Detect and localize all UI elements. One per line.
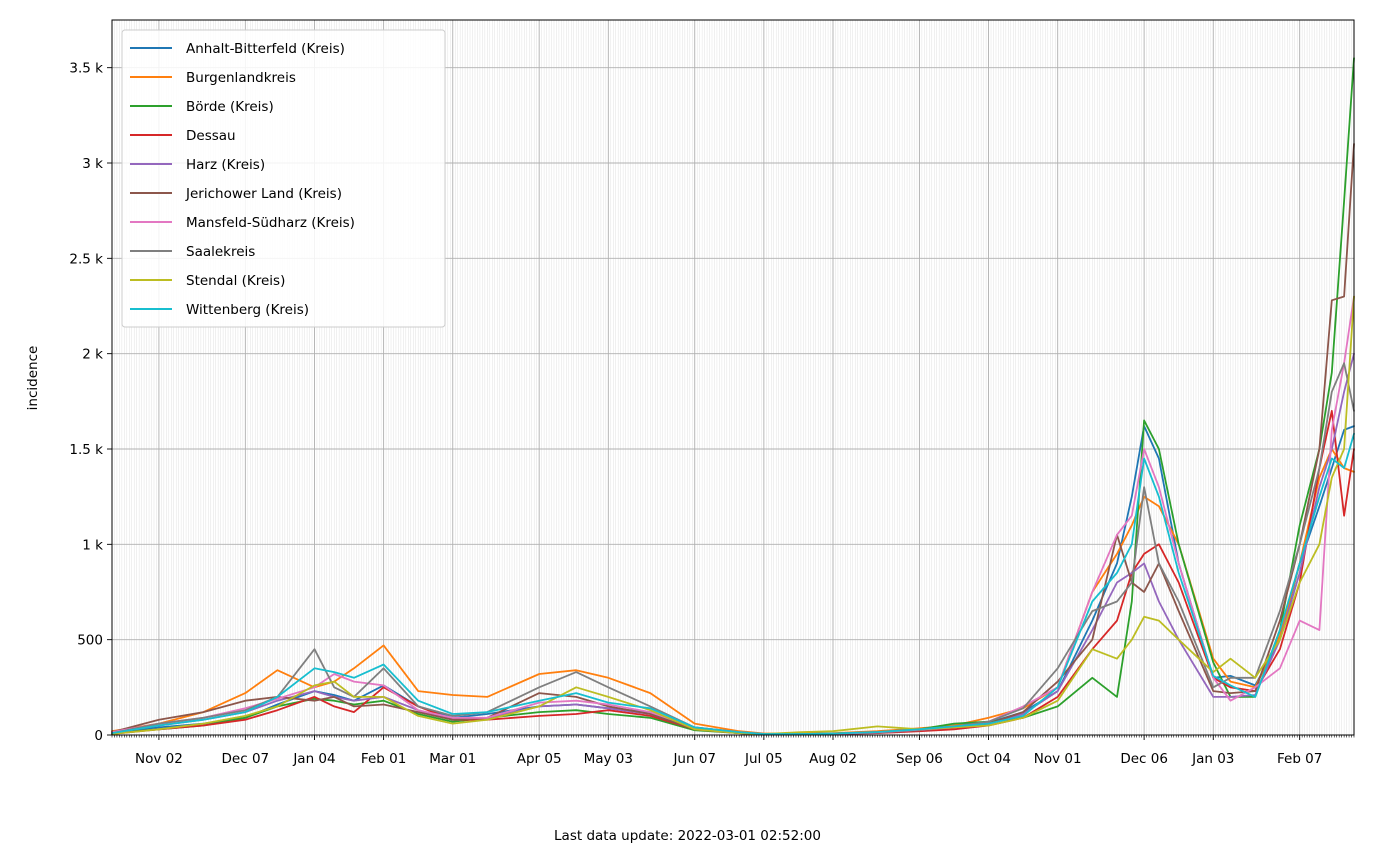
y-tick-label: 1.5 k [69, 442, 103, 458]
legend-label: Wittenberg (Kreis) [186, 302, 309, 318]
x-tick-label: Nov 02 [135, 751, 183, 767]
y-tick-label: 2 k [82, 347, 103, 363]
x-tick-label: May 03 [584, 751, 633, 767]
y-tick-label: 0 [94, 728, 103, 744]
legend-label: Stendal (Kreis) [186, 273, 285, 289]
x-tick-label: Jul 05 [744, 751, 783, 767]
legend-label: Börde (Kreis) [186, 99, 274, 115]
x-tick-label: Feb 01 [361, 751, 406, 767]
series-line [111, 362, 1355, 735]
legend-label: Burgenlandkreis [186, 70, 296, 86]
x-tick-label: Apr 05 [517, 751, 562, 767]
series-line [111, 409, 1355, 736]
y-tick-label: 1 k [82, 537, 103, 553]
legend-label: Saalekreis [186, 244, 255, 260]
y-tick-label: 500 [77, 633, 103, 649]
y-axis-label: incidence [25, 346, 41, 411]
x-tick-label: Feb 07 [1277, 751, 1322, 767]
x-tick-label: Dec 07 [222, 751, 270, 767]
last-update-footer: Last data update: 2022-03-01 02:52:00 [0, 828, 1375, 844]
x-tick-label: Mar 01 [429, 751, 476, 767]
plot-frame [111, 19, 1355, 736]
last-update-prefix: Last data update: [554, 828, 678, 844]
minor-grid [111, 20, 1355, 735]
legend-box [121, 29, 446, 328]
x-tick-label: Nov 01 [1034, 751, 1082, 767]
y-tick-label: 3 k [82, 156, 103, 172]
legend-label: Harz (Kreis) [186, 157, 265, 173]
y-tick-label: 3.5 k [69, 61, 103, 77]
x-tick-label: Jan 03 [1191, 751, 1234, 767]
series-line [111, 432, 1355, 735]
series-line [111, 295, 1355, 735]
legend-label: Dessau [186, 128, 236, 144]
x-tick-label: Dec 06 [1120, 751, 1168, 767]
legend-label: Mansfeld-Südharz (Kreis) [186, 215, 355, 231]
series-line [111, 295, 1355, 735]
x-tick-label: Jun 07 [672, 751, 716, 767]
y-axis: 0 500 1 k 1.5 k 2 k 2.5 k 3 k 3.5 k [69, 61, 112, 744]
x-tick-label: Oct 04 [966, 751, 1011, 767]
x-tick-label: Jan 04 [292, 751, 335, 767]
x-tick-label: Aug 02 [809, 751, 857, 767]
y-tick-label: 2.5 k [69, 251, 103, 267]
legend-label: Jerichower Land (Kreis) [185, 186, 342, 202]
series-layer [111, 57, 1355, 736]
x-axis: Nov 02 Dec 07 Jan 04 Feb 01 Mar 01 Apr 05 May … [111, 735, 1355, 767]
last-update-timestamp: 2022-03-01 02:52:00 [677, 828, 821, 844]
legend-label: Anhalt-Bitterfeld (Kreis) [186, 41, 345, 57]
x-tick-label: Sep 06 [896, 751, 943, 767]
legend: Anhalt-Bitterfeld (Kreis) Burgenlandkreis… [121, 29, 446, 328]
